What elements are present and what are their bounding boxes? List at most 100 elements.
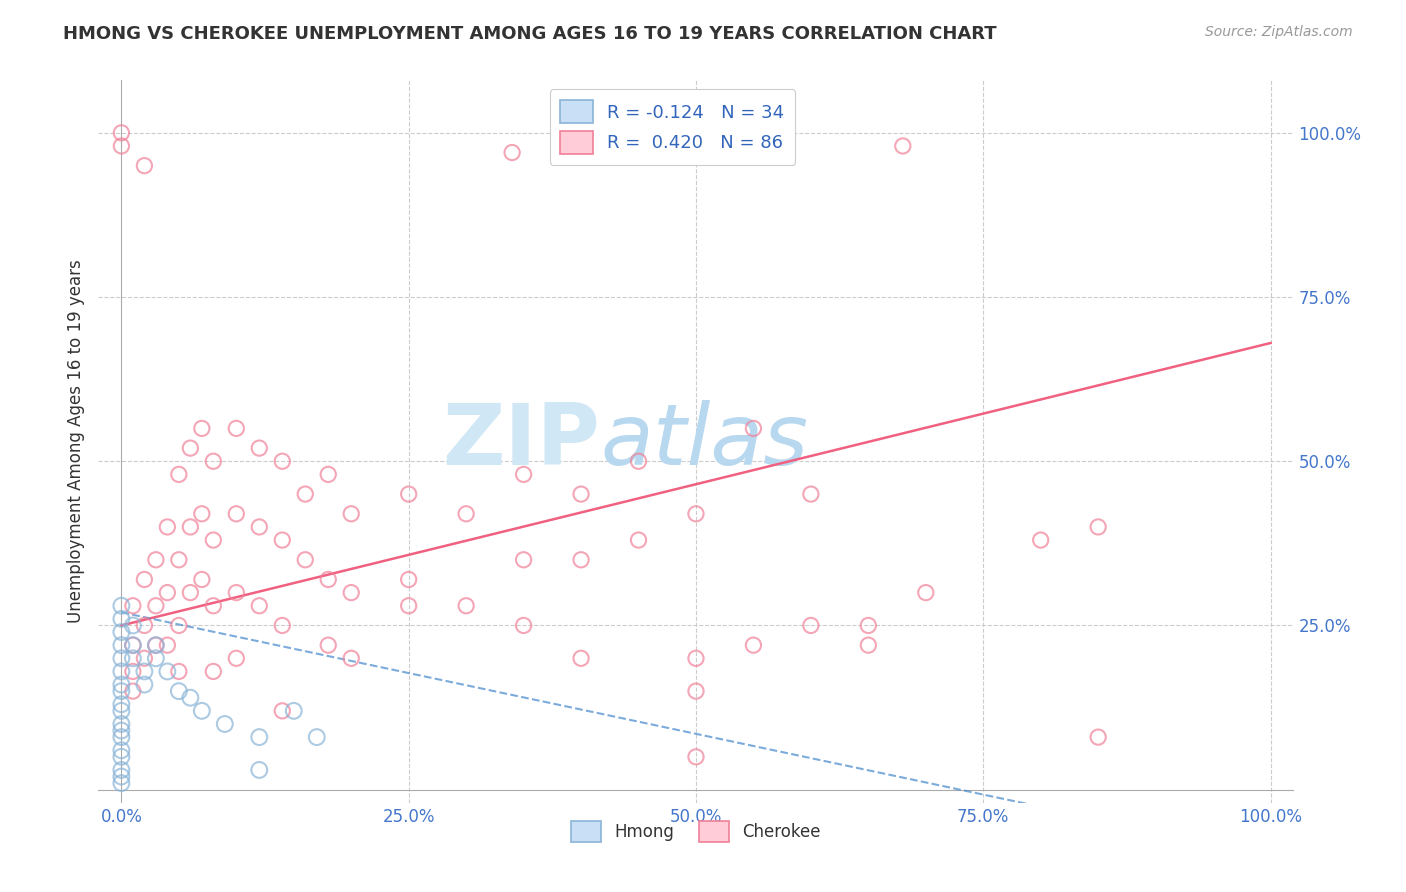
Point — [110, 770, 132, 784]
Point — [225, 507, 247, 521]
Point — [145, 638, 167, 652]
Point — [512, 553, 534, 567]
Point — [110, 698, 132, 712]
Point — [110, 139, 132, 153]
Point — [800, 487, 823, 501]
Point — [110, 677, 132, 691]
Point — [110, 749, 132, 764]
Point — [247, 763, 270, 777]
Point — [191, 704, 214, 718]
Point — [110, 599, 132, 613]
Point — [134, 618, 156, 632]
Point — [134, 159, 156, 173]
Point — [122, 651, 145, 665]
Point — [340, 651, 363, 665]
Text: HMONG VS CHEROKEE UNEMPLOYMENT AMONG AGES 16 TO 19 YEARS CORRELATION CHART: HMONG VS CHEROKEE UNEMPLOYMENT AMONG AGE… — [63, 25, 997, 43]
Point — [179, 520, 201, 534]
Point — [202, 665, 225, 679]
Point — [283, 704, 305, 718]
Point — [512, 467, 534, 482]
Point — [110, 638, 132, 652]
Point — [214, 717, 236, 731]
Point — [110, 763, 132, 777]
Point — [398, 599, 420, 613]
Point — [202, 454, 225, 468]
Point — [247, 730, 270, 744]
Point — [456, 507, 478, 521]
Text: Source: ZipAtlas.com: Source: ZipAtlas.com — [1205, 25, 1353, 39]
Point — [122, 684, 145, 698]
Y-axis label: Unemployment Among Ages 16 to 19 years: Unemployment Among Ages 16 to 19 years — [66, 260, 84, 624]
Point — [225, 585, 247, 599]
Point — [134, 677, 156, 691]
Point — [134, 573, 156, 587]
Point — [340, 507, 363, 521]
Point — [225, 651, 247, 665]
Text: atlas: atlas — [600, 400, 808, 483]
Point — [858, 618, 880, 632]
Point — [110, 651, 132, 665]
Point — [179, 441, 201, 455]
Point — [1029, 533, 1052, 547]
Point — [145, 651, 167, 665]
Point — [202, 533, 225, 547]
Point — [569, 553, 592, 567]
Point — [225, 421, 247, 435]
Point — [398, 487, 420, 501]
Point — [191, 421, 214, 435]
Point — [110, 730, 132, 744]
Point — [191, 507, 214, 521]
Point — [179, 690, 201, 705]
Point — [247, 520, 270, 534]
Point — [167, 553, 190, 567]
Point — [156, 520, 179, 534]
Point — [110, 684, 132, 698]
Point — [247, 599, 270, 613]
Point — [110, 126, 132, 140]
Point — [271, 618, 294, 632]
Point — [294, 553, 316, 567]
Point — [122, 638, 145, 652]
Point — [340, 585, 363, 599]
Point — [742, 421, 765, 435]
Point — [271, 454, 294, 468]
Text: ZIP: ZIP — [443, 400, 600, 483]
Point — [122, 638, 145, 652]
Point — [294, 487, 316, 501]
Point — [134, 665, 156, 679]
Point — [145, 553, 167, 567]
Point — [179, 585, 201, 599]
Point — [145, 638, 167, 652]
Point — [316, 573, 339, 587]
Point — [156, 665, 179, 679]
Point — [858, 638, 880, 652]
Point — [271, 533, 294, 547]
Point — [512, 618, 534, 632]
Point — [1087, 730, 1109, 744]
Point — [316, 638, 339, 652]
Point — [110, 776, 132, 790]
Legend: Hmong, Cherokee: Hmong, Cherokee — [564, 814, 828, 848]
Point — [569, 487, 592, 501]
Point — [110, 665, 132, 679]
Point — [685, 684, 707, 698]
Point — [191, 573, 214, 587]
Point — [800, 618, 823, 632]
Point — [247, 441, 270, 455]
Point — [110, 704, 132, 718]
Point — [167, 684, 190, 698]
Point — [1087, 520, 1109, 534]
Point — [110, 743, 132, 757]
Point — [110, 723, 132, 738]
Point — [122, 665, 145, 679]
Point — [122, 599, 145, 613]
Point — [110, 612, 132, 626]
Point — [316, 467, 339, 482]
Point — [569, 651, 592, 665]
Point — [110, 625, 132, 640]
Point — [398, 573, 420, 587]
Point — [122, 618, 145, 632]
Point — [891, 139, 914, 153]
Point — [742, 638, 765, 652]
Point — [167, 618, 190, 632]
